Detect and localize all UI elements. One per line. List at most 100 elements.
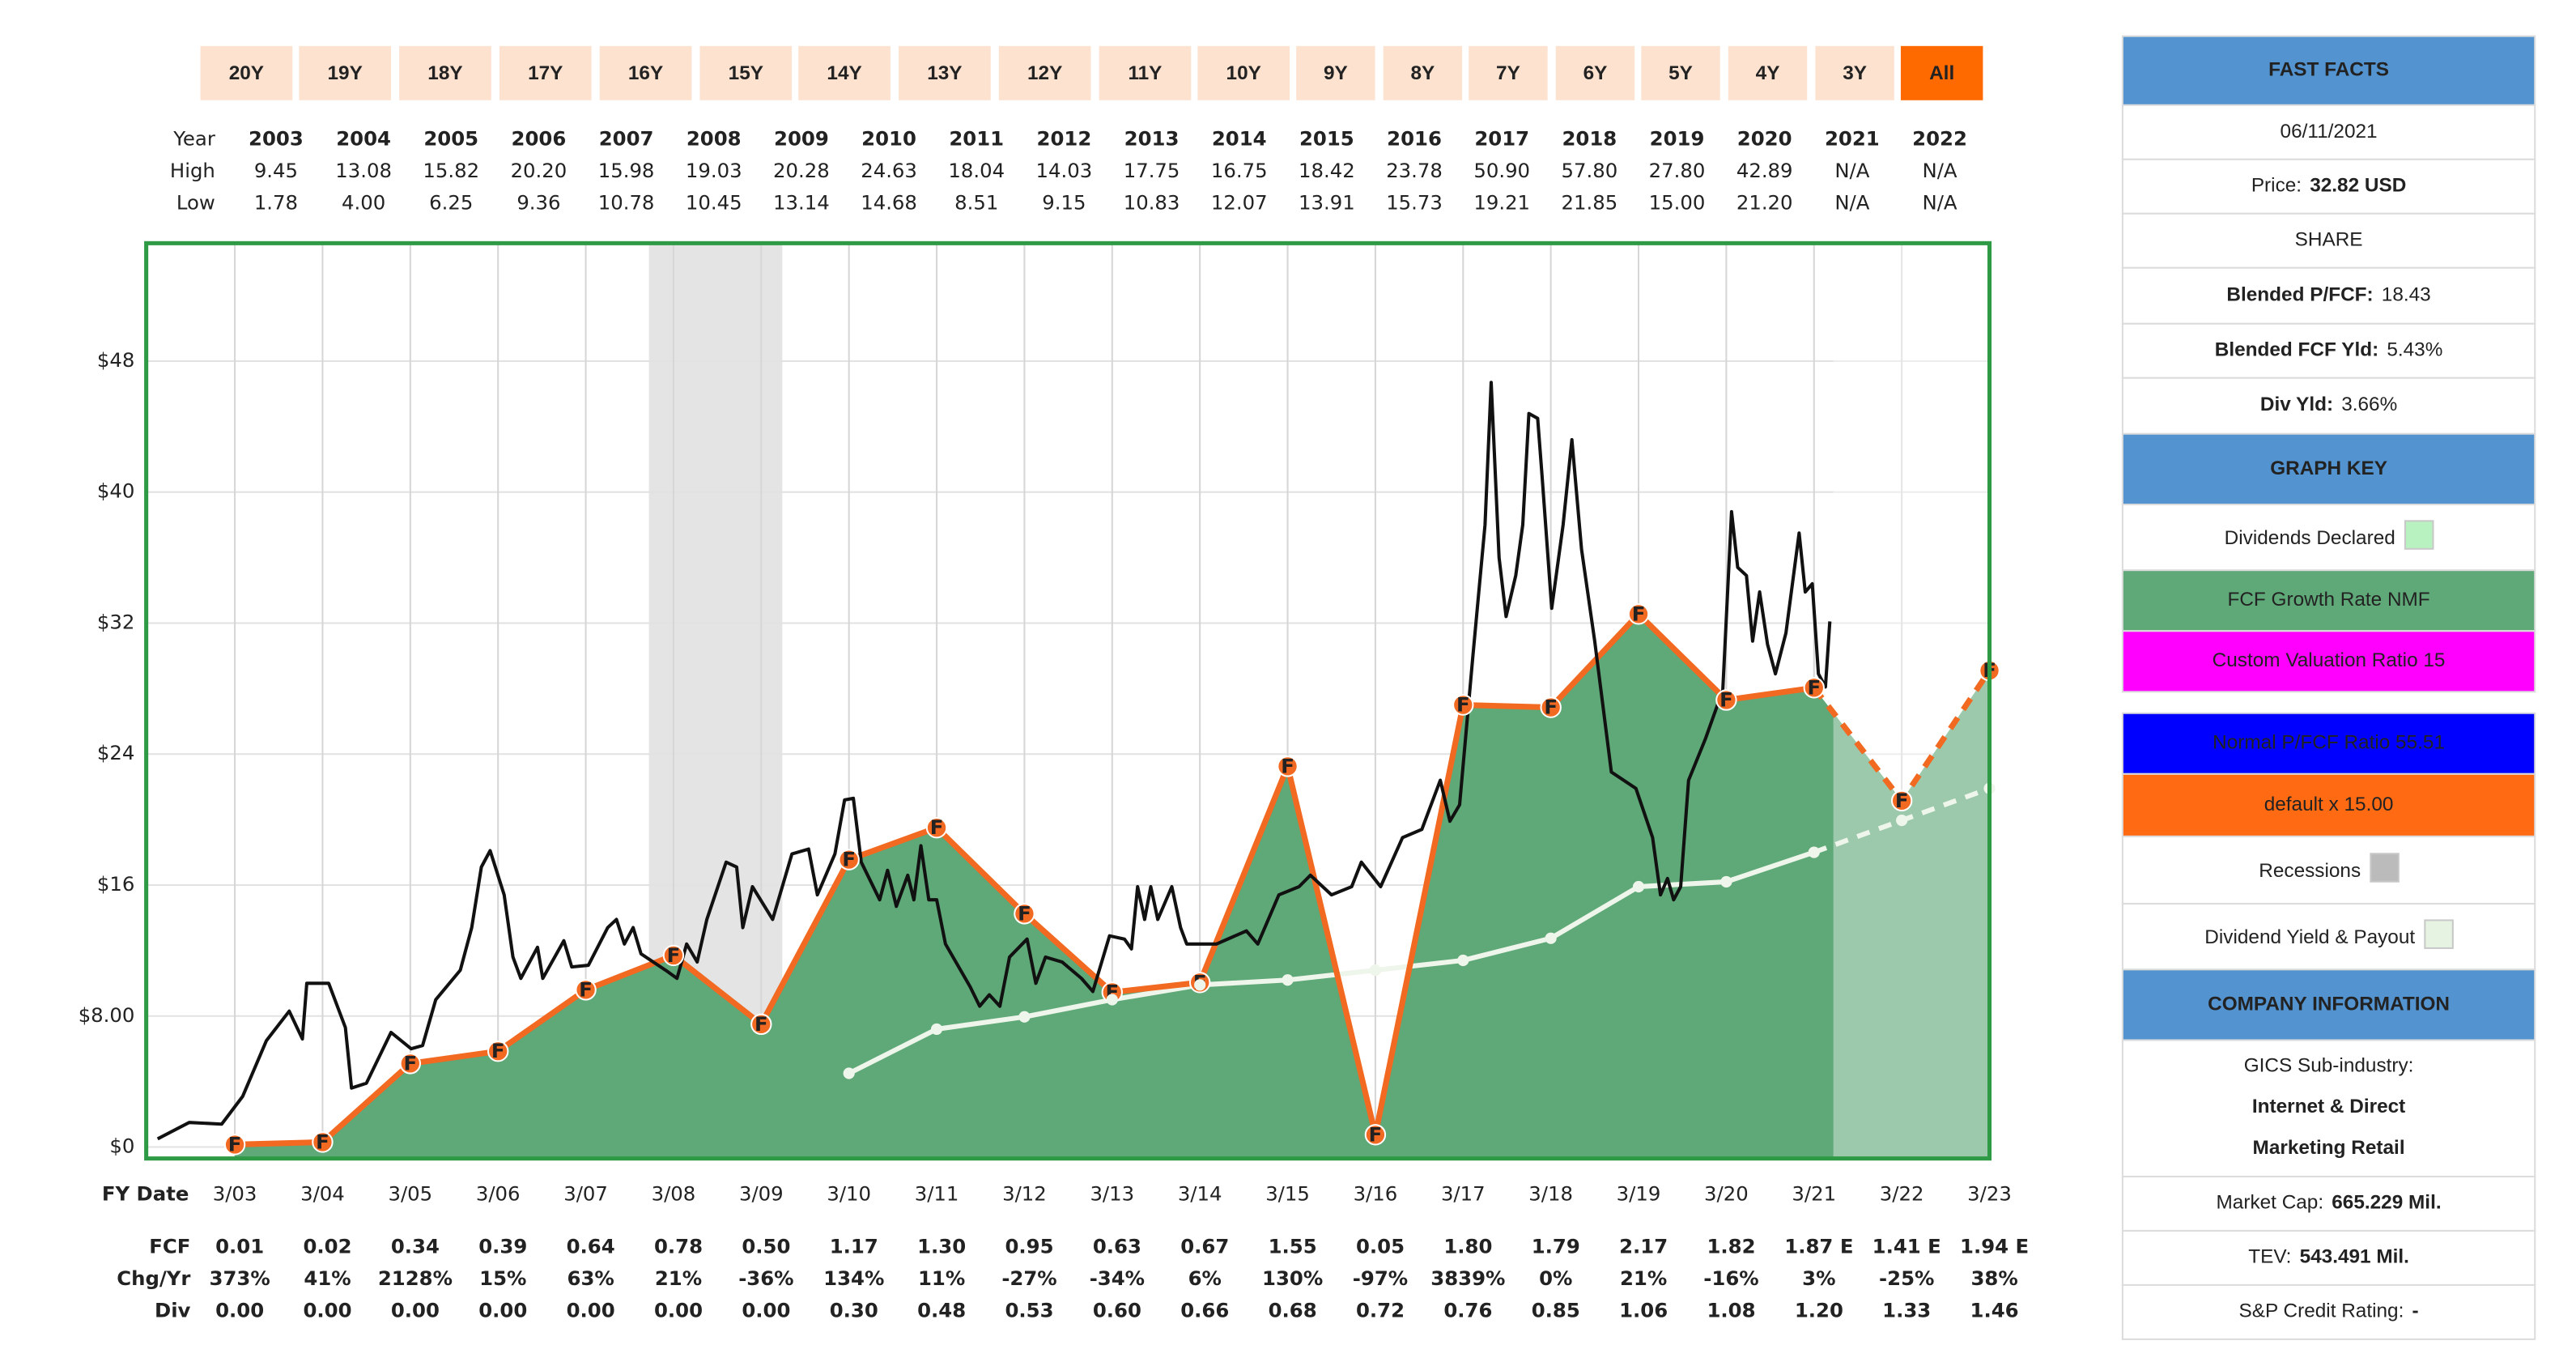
table-cell: 2008: [687, 126, 742, 150]
y-tick-label: $16: [97, 872, 134, 896]
range-button[interactable]: 3Y: [1815, 45, 1894, 100]
table-cell: 21.20: [1736, 191, 1793, 215]
range-button[interactable]: 7Y: [1469, 45, 1548, 100]
table-cell: 23.78: [1386, 159, 1443, 182]
table-cell: 41%: [304, 1266, 351, 1290]
x-tick-label: 3/16: [1354, 1181, 1398, 1205]
range-button-bg: [200, 45, 293, 100]
range-button[interactable]: 6Y: [1555, 45, 1635, 100]
estimate-shade: [1833, 243, 1990, 1159]
table-cell: 10.78: [598, 191, 655, 215]
sidebar-cell: [2121, 569, 2536, 632]
range-button-bg: [1383, 45, 1463, 100]
range-button-bg: [599, 45, 692, 100]
table-cell: 21%: [1620, 1266, 1667, 1290]
table-cell: 13.08: [335, 159, 392, 182]
marker: [1627, 603, 1650, 625]
range-button[interactable]: 9Y: [1296, 45, 1375, 100]
table-cell: 38%: [1970, 1266, 2017, 1290]
sidebar-cell: [2121, 266, 2536, 325]
marker: [1896, 815, 1908, 827]
x-tick-label: 3/10: [827, 1181, 871, 1205]
table-cell: 2019: [1650, 126, 1705, 150]
range-button[interactable]: 5Y: [1641, 45, 1720, 100]
y-tick-label: $48: [97, 348, 134, 372]
table-cell: 14.03: [1036, 159, 1093, 182]
table-cell: 2010: [861, 126, 916, 150]
range-button[interactable]: 4Y: [1728, 45, 1808, 100]
sidebar-cell: [2121, 104, 2536, 160]
range-button[interactable]: 16Y: [599, 45, 692, 100]
sidebar-value: 18.43: [2382, 284, 2431, 306]
table-cell: 24.63: [861, 159, 917, 182]
table-cell: 2014: [1212, 126, 1267, 150]
marker: [399, 1053, 422, 1075]
table-cell: 2022: [1912, 126, 1967, 150]
range-button-bg: [1469, 45, 1548, 100]
range-button[interactable]: 19Y: [299, 45, 391, 100]
table-cell: 0.00: [654, 1298, 703, 1322]
range-button[interactable]: 17Y: [499, 45, 592, 100]
range-button[interactable]: 11Y: [1099, 45, 1192, 100]
sidebar-row: Price: 32.82 USD: [2251, 175, 2406, 197]
range-button-bg: [699, 45, 793, 100]
range-button-bg: [899, 45, 991, 100]
table-cell: N/A: [1834, 191, 1869, 215]
table-cell: -97%: [1353, 1266, 1408, 1290]
key-label: Recessions: [2259, 860, 2361, 882]
line: [848, 849, 1815, 1076]
marker: [575, 979, 597, 1001]
marker: [1540, 696, 1562, 718]
range-button-label: 4Y: [1756, 62, 1780, 84]
table-cell: 14.68: [861, 191, 917, 215]
marker-label: F: [404, 1051, 418, 1075]
marker: [1452, 694, 1474, 716]
range-button-bg: [1728, 45, 1808, 100]
sidebar-label: Price:: [2251, 175, 2302, 197]
x-tick-label: 3/22: [1880, 1181, 1924, 1205]
table-cell: 6.25: [429, 191, 473, 215]
marker-label: F: [1895, 789, 1909, 812]
table-cell: 16.75: [1211, 159, 1268, 182]
range-button[interactable]: 13Y: [899, 45, 991, 100]
marker: [1106, 994, 1118, 1006]
range-button-label: 17Y: [528, 62, 563, 84]
table-cell: 0.66: [1180, 1298, 1229, 1322]
range-button[interactable]: 15Y: [699, 45, 793, 100]
table-cell: 0.02: [303, 1234, 351, 1258]
range-button-label: 19Y: [328, 62, 363, 84]
range-button[interactable]: 14Y: [798, 45, 891, 100]
range-button[interactable]: 8Y: [1383, 45, 1463, 100]
range-button-bg: [399, 45, 491, 100]
table-cell: 0.67: [1180, 1234, 1229, 1258]
sidebar-cell: [2121, 1039, 2536, 1178]
range-button[interactable]: 20Y: [200, 45, 293, 100]
range-button[interactable]: All: [1900, 45, 1983, 100]
range-button-bg: [1197, 45, 1290, 100]
marker: [1364, 1124, 1387, 1146]
table-cell: 2015: [1299, 126, 1354, 150]
table-cell: 2012: [1037, 126, 1092, 150]
sidebar: FAST FACTS 06/11/2021 Price: 32.82 USD SHARE…: [2121, 35, 2536, 1340]
sidebar-label: Blended P/FCF:: [2226, 284, 2373, 306]
table-cell: 15.73: [1386, 191, 1443, 215]
table-cell: 17.75: [1124, 159, 1180, 182]
x-tick-label: 3/19: [1617, 1181, 1661, 1205]
marker: [1545, 932, 1557, 944]
range-button[interactable]: 18Y: [399, 45, 491, 100]
marker: [1282, 974, 1294, 986]
table-cell: 0.00: [478, 1298, 527, 1322]
range-button-label: 10Y: [1226, 62, 1261, 84]
marker-label: F: [316, 1130, 329, 1153]
sidebar-row: Market Cap: 665.229 Mil.: [2217, 1192, 2442, 1214]
marker: [1014, 903, 1035, 925]
range-button[interactable]: 10Y: [1197, 45, 1290, 100]
marker: [1632, 880, 1645, 893]
range-button[interactable]: 12Y: [998, 45, 1091, 100]
marker-label: F: [579, 977, 593, 1001]
range-button-label: 15Y: [729, 62, 763, 84]
sidebar-header: COMPANY INFORMATION: [2208, 993, 2450, 1015]
sidebar-text: Internet & Direct: [2252, 1096, 2405, 1117]
table-cell: 18.42: [1299, 159, 1355, 182]
